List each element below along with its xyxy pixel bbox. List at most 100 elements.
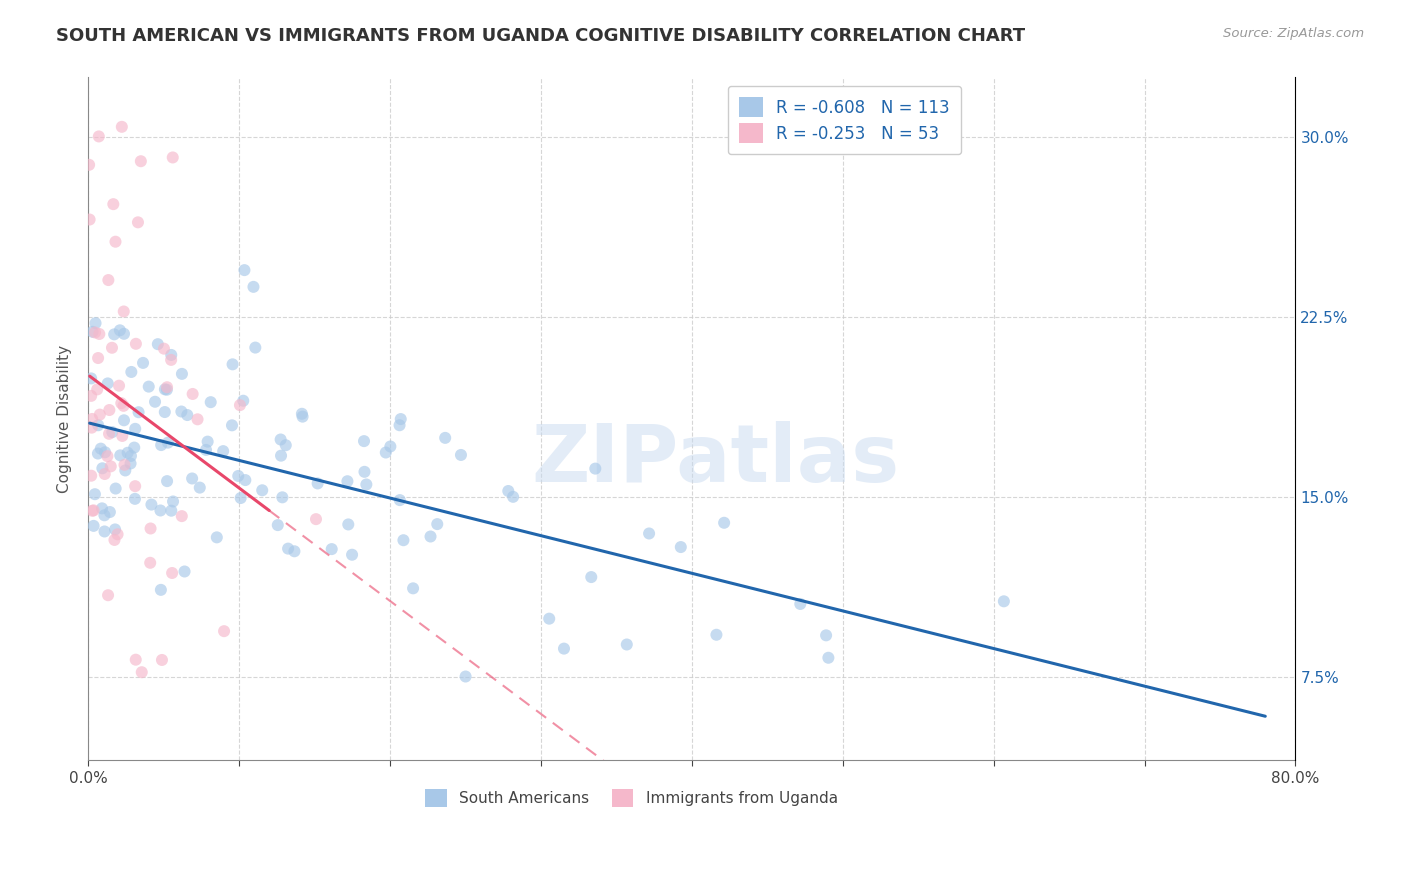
Point <box>90 442 112 456</box>
Point <box>160 352 183 367</box>
Point <box>212 444 235 458</box>
Point <box>98 505 121 519</box>
Point <box>188 481 211 495</box>
Point <box>100 459 122 474</box>
Point <box>353 465 375 479</box>
Point <box>84 316 107 330</box>
Point <box>124 479 146 493</box>
Point <box>426 517 449 532</box>
Point <box>200 395 222 409</box>
Point <box>245 341 267 355</box>
Point <box>283 544 305 558</box>
Point <box>638 526 661 541</box>
Point <box>581 570 603 584</box>
Point <box>110 396 132 410</box>
Point <box>502 490 524 504</box>
Point <box>388 493 411 508</box>
Point <box>616 638 638 652</box>
Point <box>104 235 127 249</box>
Point <box>129 154 152 169</box>
Point <box>82 325 104 339</box>
Point <box>291 407 314 421</box>
Point <box>82 412 104 426</box>
Point <box>181 471 204 485</box>
Point <box>229 491 252 505</box>
Point <box>176 408 198 422</box>
Point <box>97 273 120 287</box>
Point <box>79 212 101 227</box>
Point <box>112 326 135 341</box>
Point <box>97 376 120 391</box>
Point <box>80 371 103 385</box>
Point <box>221 418 243 433</box>
Point <box>103 327 125 342</box>
Point <box>91 461 114 475</box>
Point <box>271 491 294 505</box>
Point <box>173 565 195 579</box>
Text: Source: ZipAtlas.com: Source: ZipAtlas.com <box>1223 27 1364 40</box>
Point <box>454 669 477 683</box>
Point <box>181 387 204 401</box>
Point <box>186 412 208 426</box>
Point <box>197 434 219 449</box>
Point <box>267 518 290 533</box>
Point <box>112 399 135 413</box>
Point <box>274 438 297 452</box>
Point <box>104 482 127 496</box>
Point <box>120 365 142 379</box>
Point <box>242 280 264 294</box>
Point <box>93 524 115 539</box>
Point <box>86 383 108 397</box>
Point <box>789 597 811 611</box>
Point <box>669 540 692 554</box>
Point <box>434 431 457 445</box>
Point <box>89 408 111 422</box>
Point <box>170 367 193 381</box>
Point <box>149 582 172 597</box>
Point <box>340 548 363 562</box>
Point <box>127 215 149 229</box>
Point <box>146 337 169 351</box>
Point <box>83 487 105 501</box>
Point <box>77 158 100 172</box>
Point <box>124 491 146 506</box>
Point <box>108 378 131 392</box>
Point <box>337 517 360 532</box>
Point <box>149 503 172 517</box>
Text: SOUTH AMERICAN VS IMMIGRANTS FROM UGANDA COGNITIVE DISABILITY CORRELATION CHART: SOUTH AMERICAN VS IMMIGRANTS FROM UGANDA… <box>56 27 1025 45</box>
Point <box>125 653 148 667</box>
Point <box>80 468 103 483</box>
Y-axis label: Cognitive Disability: Cognitive Disability <box>58 345 72 493</box>
Point <box>93 508 115 523</box>
Point <box>125 336 148 351</box>
Point <box>101 425 124 439</box>
Point <box>307 476 329 491</box>
Point <box>112 304 135 318</box>
Point <box>150 653 173 667</box>
Point <box>270 433 292 447</box>
Point <box>388 418 411 433</box>
Point <box>87 129 110 144</box>
Point <box>353 434 375 449</box>
Point <box>138 379 160 393</box>
Point <box>156 380 179 394</box>
Point <box>160 504 183 518</box>
Point <box>162 494 184 508</box>
Point <box>114 463 136 477</box>
Point <box>83 503 105 517</box>
Point <box>450 448 472 462</box>
Point <box>380 440 402 454</box>
Point <box>419 529 441 543</box>
Point <box>139 521 162 535</box>
Point <box>817 650 839 665</box>
Point <box>108 323 131 337</box>
Point <box>993 594 1015 608</box>
Point <box>98 426 121 441</box>
Point <box>205 530 228 544</box>
Point <box>141 498 163 512</box>
Point <box>131 665 153 680</box>
Point <box>232 393 254 408</box>
Point <box>392 533 415 548</box>
Point <box>94 445 117 459</box>
Point <box>153 382 176 396</box>
